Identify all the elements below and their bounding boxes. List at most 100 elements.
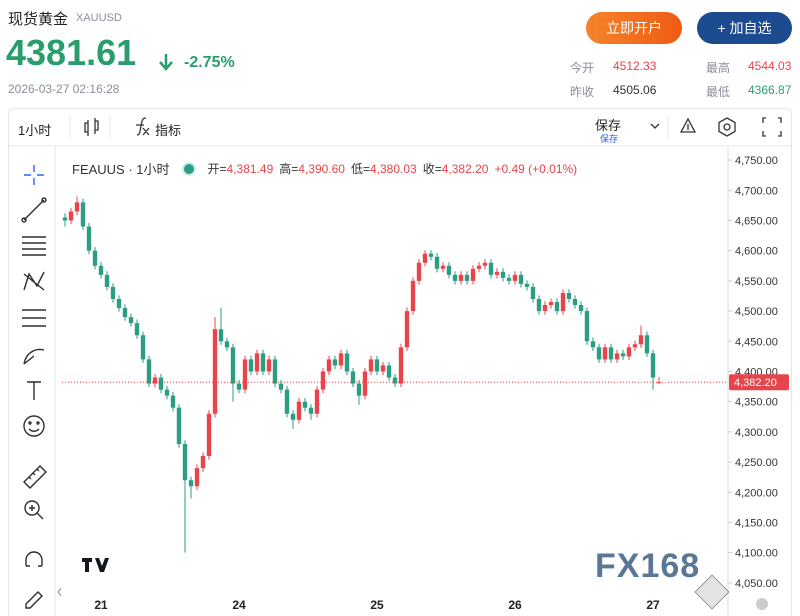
candle-body bbox=[230, 347, 236, 384]
stat-value: 4366.87 bbox=[748, 83, 792, 97]
x-tick-label: 24 bbox=[232, 598, 246, 612]
candle-body bbox=[572, 299, 578, 306]
watermark-logo bbox=[694, 574, 768, 610]
y-tick-label: 4,100.00 bbox=[735, 548, 778, 560]
y-tick-label: 4,700.00 bbox=[735, 185, 778, 197]
candle-body bbox=[134, 323, 140, 336]
candle-body bbox=[338, 353, 344, 366]
candle-body bbox=[104, 274, 110, 287]
save-button[interactable]: 保存 bbox=[595, 118, 622, 133]
y-tick-label: 4,650.00 bbox=[735, 215, 778, 227]
ohlc-value: 4,380.03 bbox=[370, 161, 417, 176]
candle-body bbox=[602, 347, 608, 360]
x-tick-label: 25 bbox=[370, 598, 384, 612]
stat-label: 最高 bbox=[706, 61, 731, 75]
ohlc-label: 低= bbox=[350, 162, 370, 176]
candle-body bbox=[194, 468, 200, 487]
candle-body bbox=[440, 265, 446, 269]
candle-body bbox=[302, 401, 308, 408]
candle-body bbox=[638, 335, 644, 345]
timestamp: 2026-03-27 02:16:28 bbox=[8, 82, 120, 96]
candle-body bbox=[182, 443, 188, 481]
candle-body bbox=[308, 407, 314, 414]
y-tick-label: 4,600.00 bbox=[735, 246, 778, 258]
last-price-label: 4,382.20 bbox=[734, 377, 777, 389]
candle-body bbox=[566, 292, 572, 299]
candle-body bbox=[410, 280, 416, 312]
stat-value: 4544.03 bbox=[748, 59, 792, 73]
candles bbox=[62, 196, 662, 553]
ohlc-label: 高= bbox=[279, 162, 299, 176]
candle-body bbox=[368, 359, 374, 372]
candle-body bbox=[434, 256, 440, 269]
candle-body bbox=[482, 262, 488, 266]
candle-body bbox=[356, 383, 362, 396]
candle-body bbox=[446, 265, 452, 275]
candle-body bbox=[524, 283, 530, 287]
y-tick-label: 4,300.00 bbox=[735, 427, 778, 439]
candle-body bbox=[290, 413, 296, 420]
candle-body bbox=[644, 335, 650, 354]
candle-body bbox=[92, 250, 98, 266]
candle-body bbox=[386, 365, 392, 378]
candle-body bbox=[542, 305, 548, 312]
candle-body bbox=[590, 341, 596, 348]
candle-body bbox=[116, 299, 122, 309]
candle-body bbox=[560, 292, 566, 312]
candle-body bbox=[266, 359, 272, 372]
toolbar-icons[interactable] bbox=[84, 117, 782, 137]
candle-body bbox=[650, 353, 656, 378]
stat-label: 昨收 bbox=[570, 85, 595, 99]
drawing-tools[interactable] bbox=[21, 165, 47, 609]
candle-body bbox=[500, 271, 506, 278]
candle-body bbox=[554, 302, 560, 312]
save-status: 保存 bbox=[600, 134, 619, 144]
candle-body bbox=[80, 202, 86, 227]
interval-button[interactable]: 1小时 bbox=[18, 123, 52, 138]
candle-body bbox=[272, 359, 278, 384]
candle-body bbox=[314, 389, 320, 414]
scroll-arrow[interactable] bbox=[57, 587, 62, 597]
candle-body bbox=[452, 274, 458, 281]
chart-legend: FEAUUS · 1小时 开= 4,381.49 高= 4,390.60 低= 4,3… bbox=[72, 159, 577, 178]
candle-body bbox=[350, 371, 356, 384]
candle-body bbox=[74, 202, 80, 212]
candle-body bbox=[86, 226, 92, 251]
candle-body bbox=[98, 265, 104, 275]
indicators-button[interactable]: 指标 bbox=[155, 123, 182, 138]
x-tick-label: 26 bbox=[508, 598, 522, 612]
candle-body bbox=[176, 407, 182, 444]
instrument-name: 现货黄金 bbox=[8, 11, 69, 28]
change: -2.75% bbox=[184, 54, 235, 71]
watermark: FX168 bbox=[595, 547, 700, 585]
candle-body bbox=[494, 271, 500, 275]
open-account-button[interactable]: 立即开户 bbox=[586, 12, 682, 44]
status-dot bbox=[183, 163, 194, 174]
y-tick-label: 4,200.00 bbox=[735, 487, 778, 499]
y-tick-label: 4,450.00 bbox=[735, 336, 778, 348]
candle-body bbox=[632, 344, 638, 348]
candle-body bbox=[620, 353, 626, 357]
y-tick-label: 4,150.00 bbox=[735, 517, 778, 529]
stat-label: 今开 bbox=[570, 61, 595, 75]
ohlc-label: 开= bbox=[207, 162, 227, 176]
candle-body bbox=[170, 395, 176, 408]
candle-body bbox=[206, 413, 212, 457]
ohlc-value: 4,390.60 bbox=[298, 161, 345, 176]
candle-body bbox=[464, 274, 470, 281]
candle-body bbox=[140, 335, 146, 360]
ohlc-label: 收= bbox=[422, 162, 442, 176]
separators bbox=[9, 116, 791, 616]
candle-body bbox=[458, 274, 464, 281]
candle-body bbox=[578, 305, 584, 312]
candle-body bbox=[488, 262, 494, 275]
stat-value: 4505.06 bbox=[613, 83, 657, 97]
candle-body bbox=[536, 299, 542, 312]
candle-body bbox=[122, 308, 128, 318]
candle-body bbox=[212, 329, 218, 414]
legend-change: +0.49 (+0.01%) bbox=[494, 161, 578, 176]
last-price-box bbox=[729, 374, 789, 391]
add-watchlist-button[interactable]: + 加自选 bbox=[697, 12, 792, 44]
